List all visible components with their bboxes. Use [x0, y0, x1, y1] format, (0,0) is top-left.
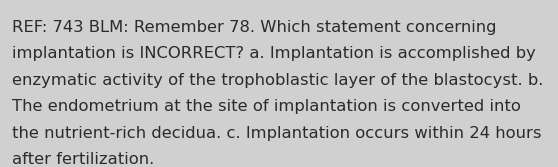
Text: after fertilization.: after fertilization.	[12, 152, 155, 167]
Text: the nutrient-rich decidua. c. Implantation occurs within 24 hours: the nutrient-rich decidua. c. Implantati…	[12, 126, 542, 141]
Text: REF: 743 BLM: Remember 78. Which statement concerning: REF: 743 BLM: Remember 78. Which stateme…	[12, 20, 497, 35]
Text: enzymatic activity of the trophoblastic layer of the blastocyst. b.: enzymatic activity of the trophoblastic …	[12, 73, 543, 88]
Text: The endometrium at the site of implantation is converted into: The endometrium at the site of implantat…	[12, 99, 521, 114]
Text: implantation is INCORRECT? a. Implantation is accomplished by: implantation is INCORRECT? a. Implantati…	[12, 46, 536, 61]
